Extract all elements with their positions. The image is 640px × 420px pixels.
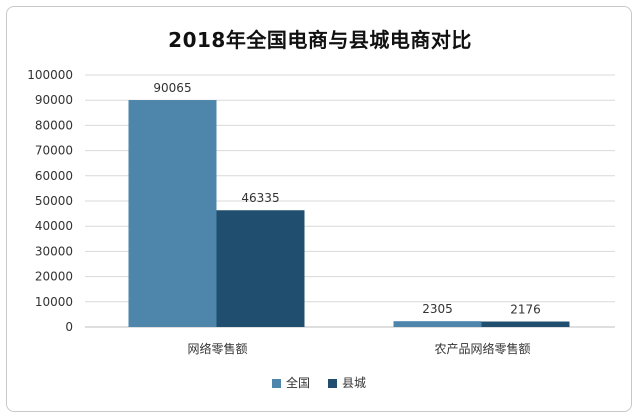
- data-label: 46335: [241, 191, 279, 205]
- y-tick-label: 30000: [35, 244, 73, 258]
- y-tick-label: 100000: [27, 68, 73, 82]
- bar-全国-农产品网络零售额: [393, 321, 482, 327]
- y-tick-label: 10000: [35, 295, 73, 309]
- chart-title: 2018年全国电商与县城电商对比: [168, 28, 472, 52]
- bar-县城-农产品网络零售额: [481, 321, 570, 327]
- y-tick-label: 70000: [35, 144, 73, 158]
- y-tick-label: 20000: [35, 270, 73, 284]
- y-tick-label: 80000: [35, 118, 73, 132]
- x-category-label: 农产品网络零售额: [434, 341, 530, 356]
- legend-swatch: [328, 379, 337, 388]
- legend-label: 全国: [286, 375, 310, 390]
- chart-frame: [6, 6, 632, 412]
- y-tick-label: 50000: [35, 194, 73, 208]
- legend-swatch: [272, 379, 281, 388]
- bar-全国-网络零售额: [128, 100, 217, 328]
- y-tick-label: 0: [65, 320, 73, 334]
- legend-label: 县城: [342, 376, 366, 390]
- y-tick-label: 90000: [35, 93, 73, 107]
- data-label: 2305: [422, 302, 453, 316]
- y-tick-label: 40000: [35, 219, 73, 233]
- bar-县城-网络零售额: [216, 210, 305, 327]
- data-label: 90065: [153, 81, 191, 95]
- y-tick-label: 60000: [35, 169, 73, 183]
- data-label: 2176: [510, 303, 541, 317]
- x-category-label: 网络零售额: [187, 341, 247, 356]
